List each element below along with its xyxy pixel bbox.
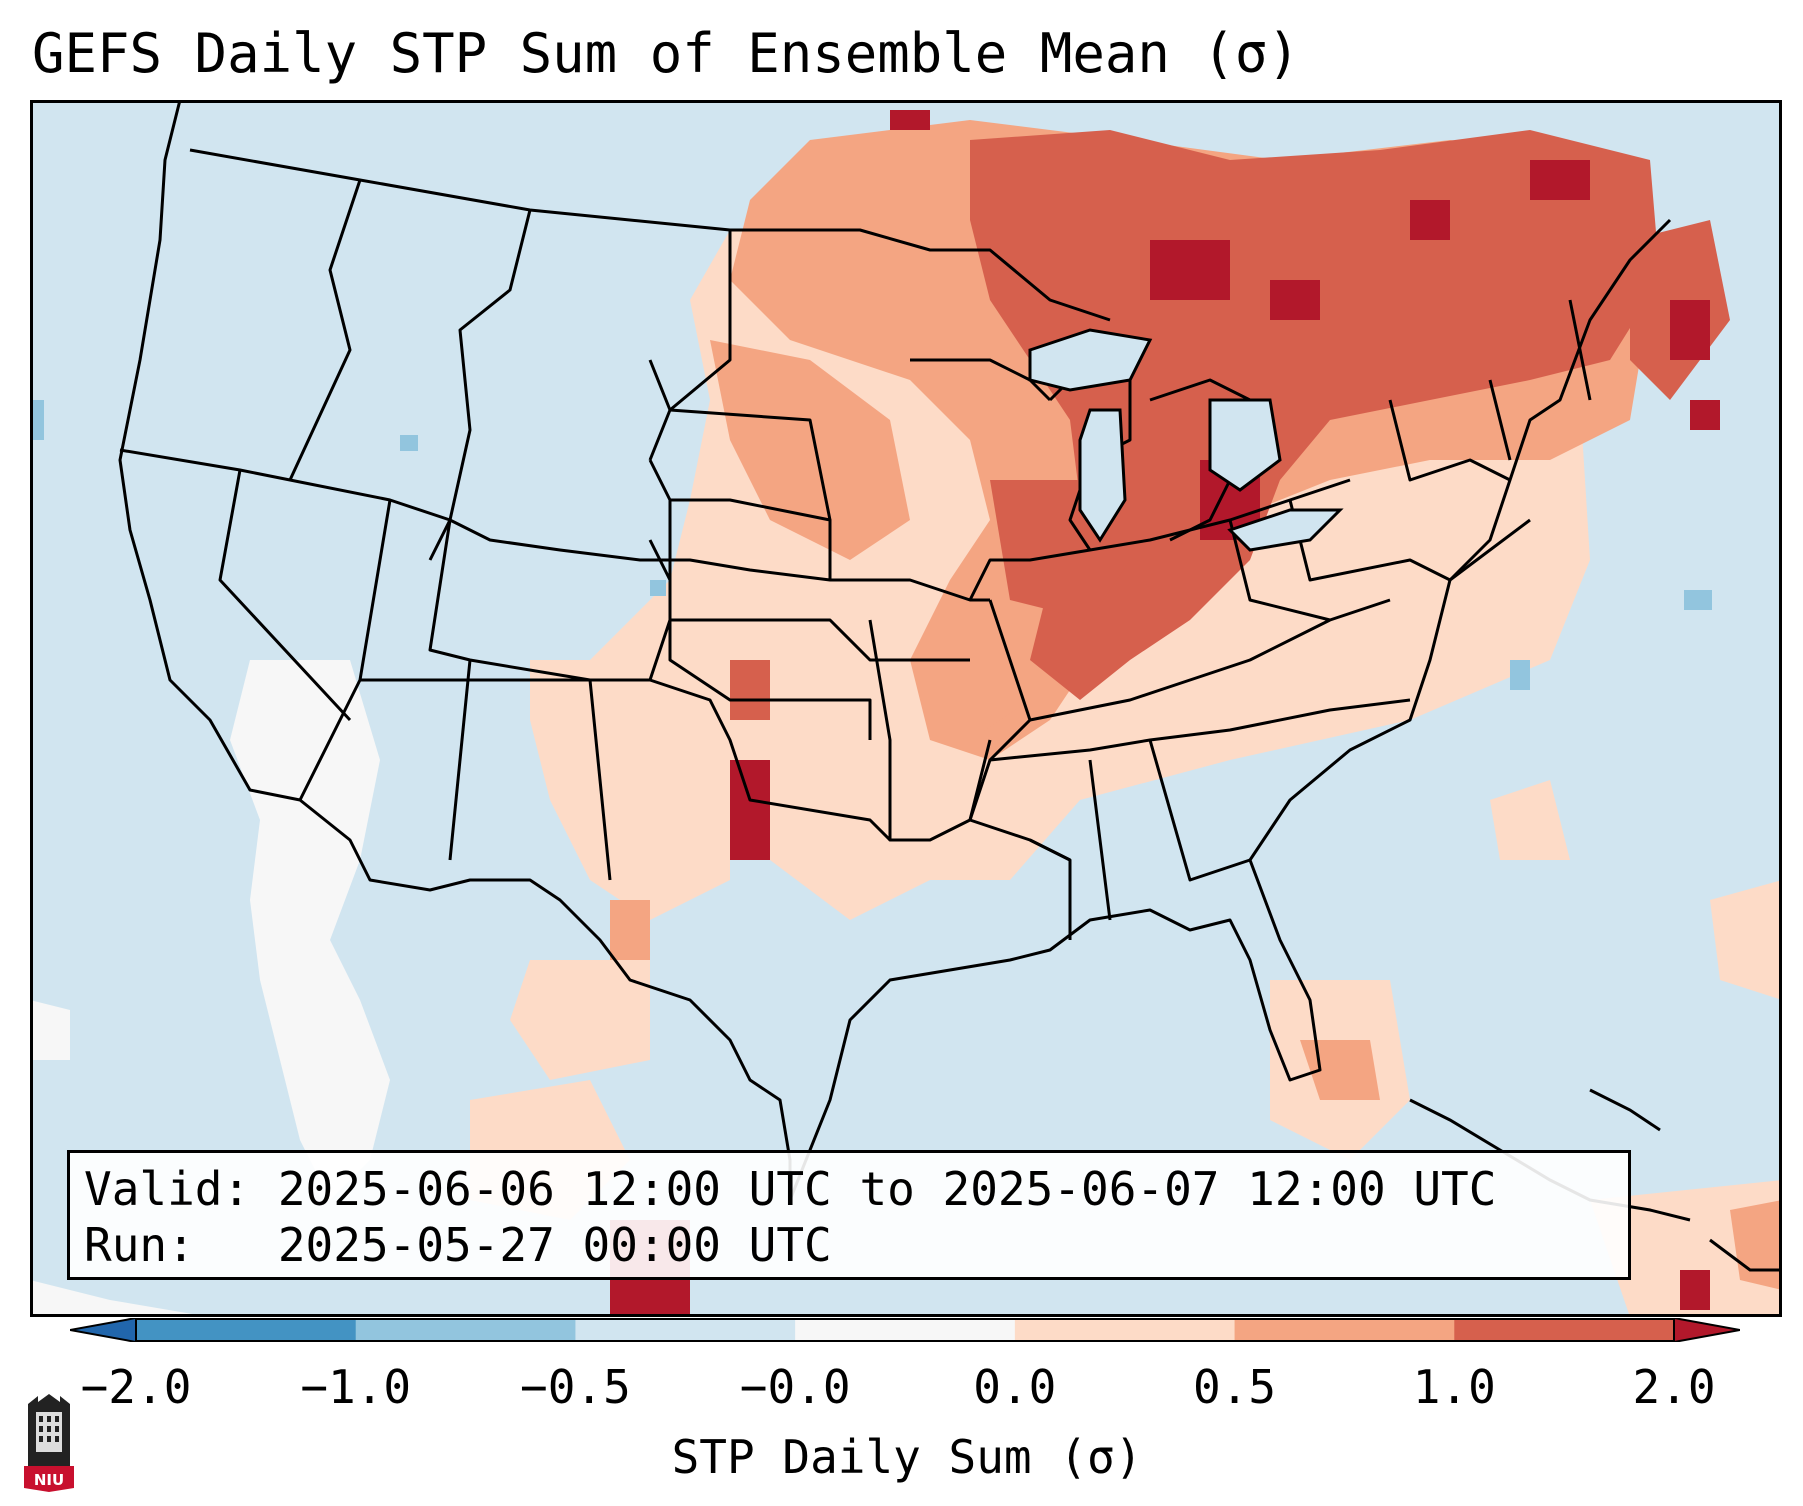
colorbar-bin xyxy=(136,1318,357,1342)
colorbar-extend-high xyxy=(1673,1318,1740,1342)
run-time-text: Run: 2025-05-27 00:00 UTC xyxy=(84,1218,832,1272)
colorbar-tick-label: 2.0 xyxy=(1632,1360,1716,1414)
colorbar-bin xyxy=(795,1318,1016,1342)
colorbar-bin xyxy=(355,1318,576,1342)
colorbar-tick-label: −0.5 xyxy=(520,1360,631,1414)
colorbar-tick-label: −2.0 xyxy=(80,1360,192,1414)
colorbar-tick-label: 0.0 xyxy=(973,1360,1057,1414)
chart-title: GEFS Daily STP Sum of Ensemble Mean (σ) xyxy=(32,22,1300,85)
canada-border xyxy=(189,148,1111,322)
colorbar-tick-label: −1.0 xyxy=(300,1360,412,1414)
colorbar-tick-label: 0.5 xyxy=(1193,1360,1277,1414)
valid-time-text: Valid: 2025-06-06 12:00 UTC to 2025-06-0… xyxy=(84,1162,1497,1216)
map-frame xyxy=(30,100,1782,1317)
great-lakes xyxy=(1028,328,1344,552)
colorbar-bin xyxy=(1234,1318,1455,1342)
colorbar-tick-label: −0.0 xyxy=(739,1360,851,1414)
stp-map xyxy=(30,100,1782,1317)
colorbar-label: STP Daily Sum (σ) xyxy=(671,1430,1143,1484)
colorbar-extend-low xyxy=(70,1318,137,1342)
colorbar-bin xyxy=(1454,1318,1675,1342)
colorbar-bin xyxy=(575,1318,796,1342)
field-neg-1.0-to-neg-0.5 xyxy=(30,400,1712,690)
us-outline xyxy=(118,100,1672,1202)
valid-run-box: Valid: 2025-06-06 12:00 UTC to 2025-06-0… xyxy=(67,1150,1631,1280)
niu-logo: NIU xyxy=(24,1394,74,1492)
colorbar-tick-label: 1.0 xyxy=(1412,1360,1496,1414)
niu-logo-text: NIU xyxy=(34,1471,64,1489)
colorbar-bin xyxy=(1014,1318,1236,1342)
colorbar xyxy=(70,1318,1740,1342)
map-panel xyxy=(30,100,1782,1317)
state-borders xyxy=(118,100,1672,1202)
